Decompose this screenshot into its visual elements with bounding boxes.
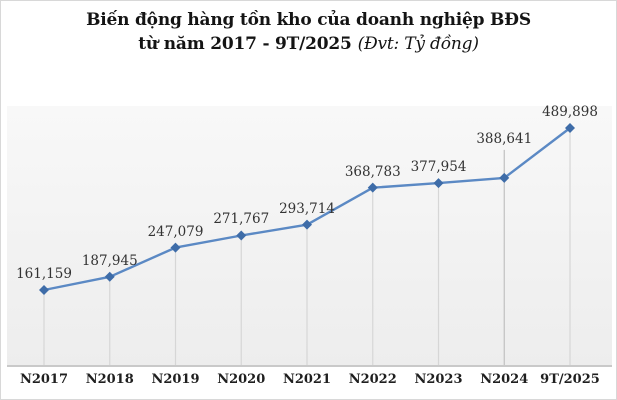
data-label: 247,079: [147, 223, 204, 240]
x-axis-label: N2021: [282, 372, 332, 387]
data-label: 489,898: [542, 103, 598, 120]
x-axis-label: N2018: [85, 372, 134, 387]
data-label: 187,945: [81, 252, 138, 269]
x-axis-label: N2020: [217, 372, 266, 387]
data-label: 271,767: [213, 211, 270, 228]
x-axis-label: 9T/2025: [540, 372, 600, 387]
x-axis-label: N2019: [151, 372, 200, 387]
data-label: 368,783: [344, 163, 401, 180]
data-label: 377,954: [410, 159, 467, 176]
x-axis-label: N2023: [414, 372, 463, 387]
x-axis-label: N2017: [19, 372, 69, 387]
x-axis-label: N2024: [480, 372, 529, 387]
data-label: 161,159: [16, 265, 72, 282]
chart-title-period: từ năm 2017 - 9T/2025: [138, 34, 352, 54]
chart-title-line1: Biến động hàng tồn kho của doanh nghiệp …: [86, 10, 531, 30]
x-axis-label: N2022: [348, 372, 397, 387]
chart-title: Biến động hàng tồn kho của doanh nghiệp …: [1, 8, 616, 56]
chart-title-line2: từ năm 2017 - 9T/2025 (Đvt: Tỷ đồng): [1, 32, 616, 56]
data-label: 388,641: [476, 130, 533, 147]
chart-unit-note: (Đvt: Tỷ đồng): [357, 34, 479, 54]
data-label: 293,714: [279, 200, 335, 217]
